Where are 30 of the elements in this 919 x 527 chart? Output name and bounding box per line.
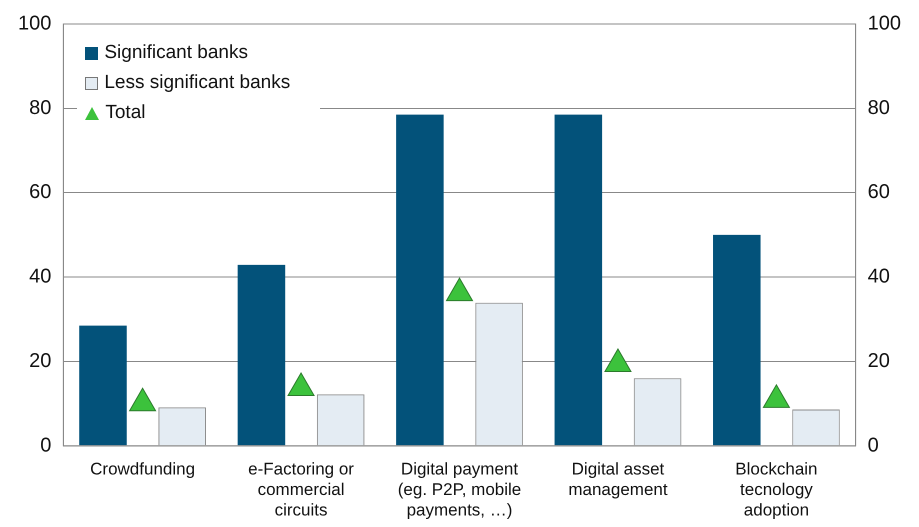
y2-tick-label: 0: [868, 434, 879, 456]
y2-tick-label: 20: [868, 350, 890, 372]
bar: [554, 114, 602, 446]
point: [288, 372, 315, 396]
x-tick-label: Crowdfunding: [90, 460, 196, 479]
x-tick-label: e-Factoring or commercial circuits: [248, 460, 354, 520]
bar: [79, 326, 127, 446]
legend-label: Less significant banks: [104, 71, 290, 95]
y-tick-label: 100: [18, 12, 52, 35]
point: [762, 384, 790, 408]
y2-tick-label: 60: [868, 181, 890, 204]
y2-tick-label: 40: [868, 266, 890, 288]
bar: [238, 264, 286, 446]
bar: [713, 234, 761, 446]
y-tick-label: 40: [29, 266, 52, 288]
y2-tick-label: 80: [868, 96, 890, 119]
y-tick-label: 0: [40, 434, 52, 456]
point: [446, 278, 473, 302]
point: [604, 348, 632, 372]
x-tick-label: Digital asset management: [568, 460, 668, 500]
x-tick-label: Blockchain tecnology adoption: [735, 460, 818, 520]
y-tick-label: 20: [29, 350, 52, 372]
y2-tick-label: 100: [868, 12, 902, 35]
point: [129, 388, 156, 412]
y-tick-label: 60: [29, 181, 52, 204]
bar: [396, 114, 444, 446]
legend-label: Significant banks: [104, 41, 248, 65]
legend-label: Total: [105, 101, 146, 125]
x-tick-label: Digital payment (eg. P2P, mobile payments, …): [398, 460, 522, 520]
y-tick-label: 80: [29, 96, 52, 119]
